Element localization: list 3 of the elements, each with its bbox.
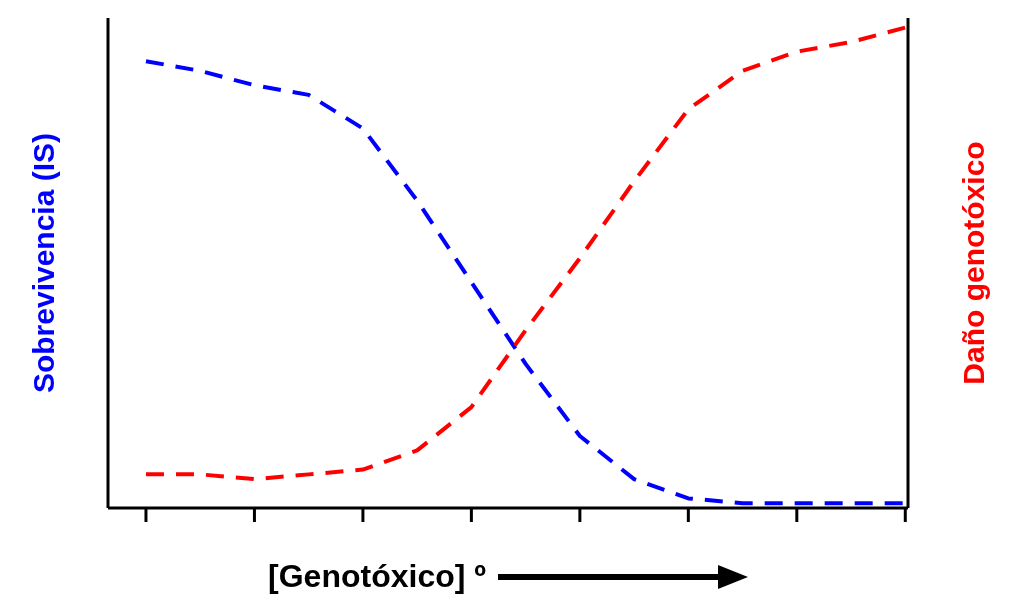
y2-axis-title: Daño genotóxico	[956, 141, 990, 385]
x-axis-title: [Genotóxico] º	[268, 558, 486, 595]
y-axis-title: Sobrevivencia (IS)	[26, 132, 60, 394]
